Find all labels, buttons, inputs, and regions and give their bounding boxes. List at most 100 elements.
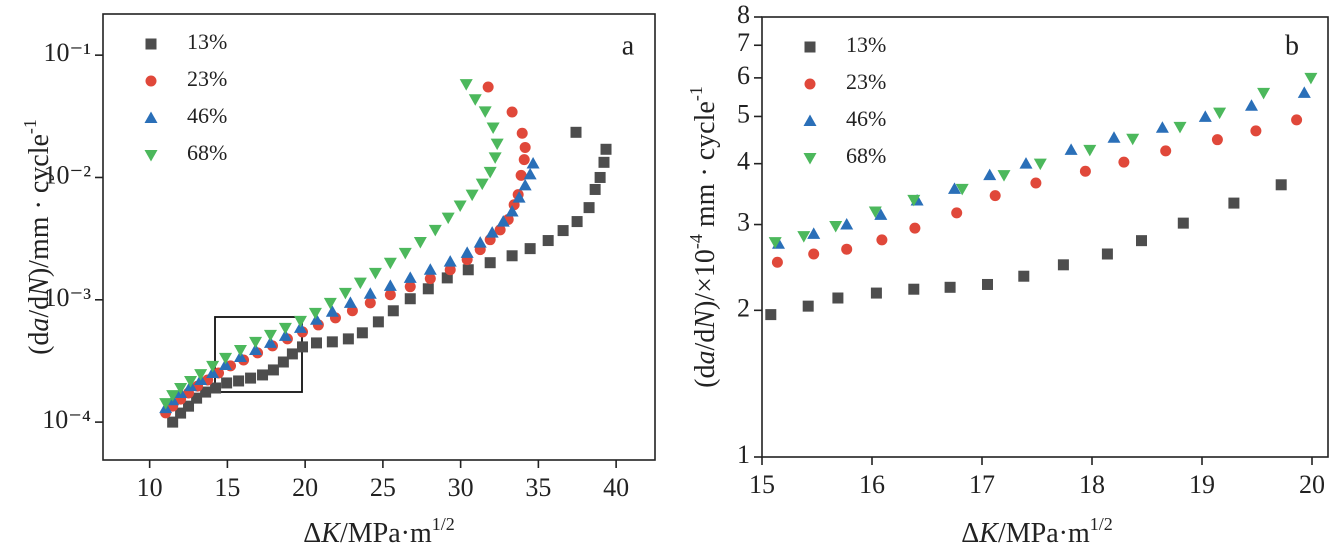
data-point: [184, 375, 198, 388]
x-axis-label-part: 1/2: [1090, 514, 1113, 534]
y-tick-label: 3: [737, 208, 750, 237]
y-axis-label-part: -1: [686, 86, 706, 101]
data-point: [524, 243, 536, 255]
data-point: [404, 281, 416, 293]
legend-label: 13%: [187, 29, 227, 54]
data-point: [1211, 134, 1223, 146]
x-tick-label: 17: [969, 470, 995, 499]
data-point: [807, 227, 821, 239]
legend-label: 46%: [846, 106, 886, 131]
data-point: [1118, 156, 1130, 168]
data-point: [496, 215, 510, 227]
data-point: [159, 398, 173, 410]
y-tick-label: 10⁻⁴: [42, 405, 91, 434]
data-point: [233, 344, 247, 357]
x-tick-label: 18: [1079, 470, 1105, 499]
data-point: [832, 292, 844, 304]
data-point: [948, 182, 961, 194]
data-point: [323, 297, 337, 310]
data-point: [286, 348, 298, 360]
legend-marker: [804, 41, 816, 53]
data-point: [598, 156, 610, 168]
data-point: [356, 327, 368, 339]
data-point: [428, 224, 442, 237]
data-point: [424, 273, 436, 285]
legend-label: 23%: [187, 66, 227, 91]
y-axis-label-part: /d: [690, 329, 721, 351]
x-axis-label-part: Δ: [303, 518, 321, 549]
x-tick-label: 15: [214, 473, 240, 502]
data-point: [166, 390, 180, 402]
data-point: [278, 322, 292, 335]
data-point: [874, 208, 888, 220]
data-point: [310, 337, 322, 349]
data-point: [353, 277, 367, 290]
plot-frame: [102, 13, 656, 461]
y-axis-label-part: a: [24, 318, 55, 332]
data-point: [296, 341, 308, 353]
data-point: [840, 218, 854, 230]
data-point: [465, 189, 479, 202]
data-point: [263, 329, 277, 342]
data-point: [453, 200, 467, 213]
data-point: [423, 263, 437, 275]
data-point: [1057, 259, 1069, 271]
x-axis-label-part: Δ: [961, 518, 979, 549]
data-point: [383, 257, 397, 270]
data-point: [486, 122, 500, 135]
data-point: [955, 183, 969, 196]
data-point: [1101, 248, 1113, 260]
data-point: [797, 231, 811, 243]
y-tick-label: 8: [737, 0, 750, 29]
legend-marker: [144, 111, 158, 123]
data-point: [570, 126, 582, 138]
data-point: [1297, 86, 1311, 98]
y-axis-label-part: )/mm · cycle: [24, 134, 55, 277]
data-point: [1291, 114, 1303, 126]
data-point: [309, 313, 323, 325]
data-point: [200, 386, 212, 398]
legend-label: 68%: [187, 140, 227, 165]
data-point: [475, 178, 489, 191]
data-point: [372, 316, 384, 328]
y-tick-label: 10⁻³: [43, 283, 91, 312]
data-point: [368, 267, 382, 280]
data-point: [997, 170, 1011, 182]
data-point: [444, 264, 456, 276]
x-tick-label: 16: [859, 470, 885, 499]
data-point: [841, 243, 853, 255]
data-point: [398, 247, 412, 260]
data-point: [1177, 217, 1189, 229]
data-point: [1173, 121, 1187, 134]
y-tick-label: 4: [737, 147, 750, 176]
x-tick-label: 30: [448, 473, 474, 502]
data-point: [1126, 133, 1140, 146]
panel-label: b: [1285, 30, 1299, 61]
data-point: [908, 283, 920, 295]
x-tick-label: 19: [1189, 470, 1215, 499]
zoom-box: [214, 316, 303, 393]
data-point: [383, 279, 397, 291]
data-point: [346, 305, 358, 317]
x-axis-label-part: K: [978, 518, 999, 549]
x-tick-label: 25: [370, 473, 396, 502]
legend-marker: [145, 38, 157, 50]
data-point: [1018, 270, 1030, 282]
data-point: [277, 356, 289, 368]
data-point: [221, 377, 233, 389]
x-axis-label-part: 1/2: [432, 514, 455, 534]
data-point: [233, 375, 245, 387]
data-point: [868, 206, 882, 219]
y-axis-label-part: /d: [24, 296, 55, 318]
data-point: [473, 236, 487, 248]
data-point: [983, 168, 997, 181]
y-axis-label-part: N: [24, 276, 55, 297]
data-point: [293, 315, 307, 328]
data-point: [325, 305, 339, 317]
data-point: [460, 246, 474, 258]
data-point: [278, 329, 292, 341]
y-tick-label: 2: [737, 293, 750, 322]
data-point: [583, 202, 595, 214]
data-point: [462, 264, 474, 276]
